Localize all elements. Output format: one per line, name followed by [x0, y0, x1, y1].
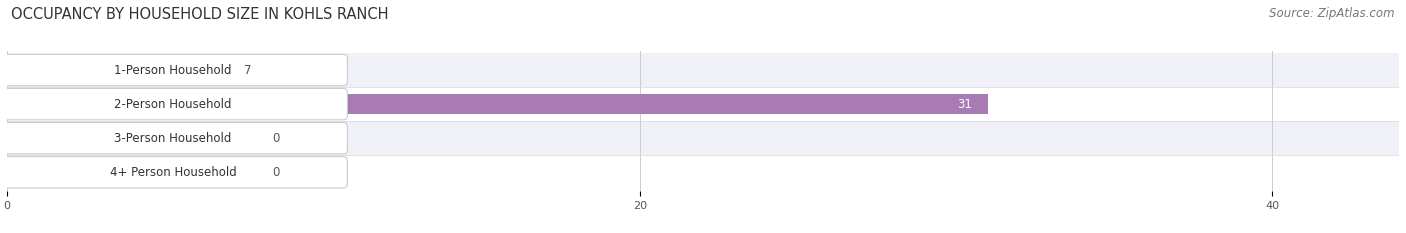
Text: 0: 0 — [271, 166, 280, 179]
Bar — [7, 94, 987, 114]
Bar — [7, 121, 1399, 155]
Text: 3-Person Household: 3-Person Household — [114, 132, 232, 145]
Bar — [7, 128, 256, 148]
FancyBboxPatch shape — [0, 157, 347, 188]
Text: 31: 31 — [957, 98, 972, 111]
Bar — [7, 53, 1399, 87]
Text: 7: 7 — [245, 64, 252, 76]
Text: Source: ZipAtlas.com: Source: ZipAtlas.com — [1270, 7, 1395, 20]
Text: 1-Person Household: 1-Person Household — [114, 64, 232, 76]
Text: 4+ Person Household: 4+ Person Household — [110, 166, 236, 179]
Bar — [7, 155, 1399, 189]
Bar — [7, 162, 256, 182]
FancyBboxPatch shape — [0, 123, 347, 154]
Text: 2-Person Household: 2-Person Household — [114, 98, 232, 111]
Text: OCCUPANCY BY HOUSEHOLD SIZE IN KOHLS RANCH: OCCUPANCY BY HOUSEHOLD SIZE IN KOHLS RAN… — [11, 7, 388, 22]
Bar — [7, 60, 229, 80]
Text: 0: 0 — [271, 132, 280, 145]
FancyBboxPatch shape — [0, 89, 347, 120]
Bar — [7, 87, 1399, 121]
FancyBboxPatch shape — [0, 54, 347, 86]
